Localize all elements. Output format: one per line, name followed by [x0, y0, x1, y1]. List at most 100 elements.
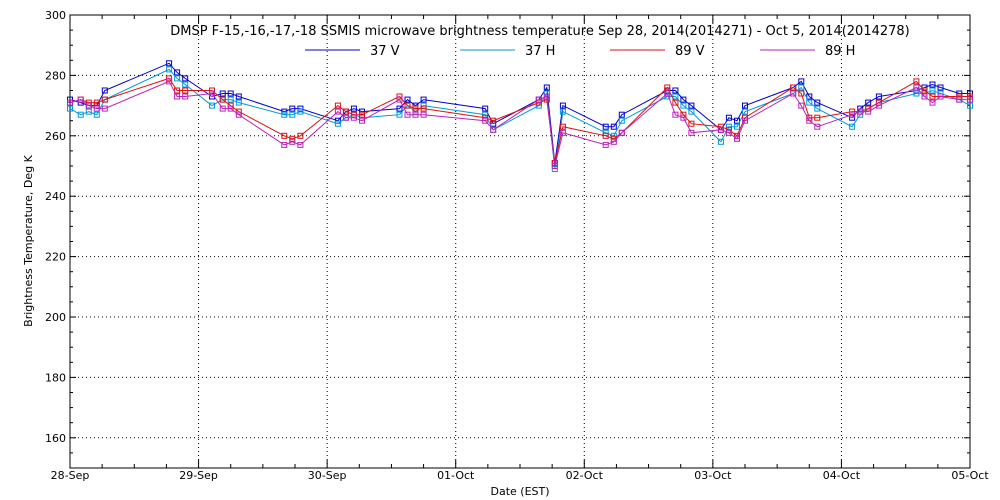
x-tick-label: 30-Sep	[308, 469, 347, 482]
data-point	[396, 96, 403, 103]
data-point	[672, 111, 679, 118]
data-point	[742, 102, 748, 109]
data-point	[849, 123, 856, 130]
data-point	[610, 123, 617, 130]
data-point	[297, 108, 304, 115]
data-point	[219, 90, 226, 97]
data-point	[174, 87, 181, 94]
data-point	[967, 102, 973, 109]
data-point	[664, 90, 671, 97]
data-point	[209, 102, 215, 109]
data-point	[281, 108, 288, 115]
data-point	[174, 93, 181, 100]
data-point	[725, 114, 732, 121]
data-point	[235, 111, 242, 118]
data-point	[929, 99, 936, 106]
data-point	[404, 111, 411, 118]
data-point	[359, 111, 365, 118]
data-point	[875, 93, 882, 100]
data-point	[182, 87, 189, 94]
data-point	[956, 93, 963, 100]
data-point	[865, 99, 872, 106]
data-point	[798, 78, 805, 85]
y-axis-label: Brightness Temperature, Deg K	[22, 154, 35, 326]
data-point	[281, 111, 288, 118]
data-point	[913, 90, 920, 97]
data-point	[420, 111, 427, 118]
data-point	[182, 81, 189, 88]
data-point	[680, 96, 687, 103]
data-point	[717, 126, 724, 133]
data-point	[77, 96, 84, 103]
data-point	[734, 117, 740, 124]
data-point	[93, 111, 100, 118]
data-point	[182, 93, 189, 100]
data-point	[688, 108, 695, 115]
data-point	[790, 84, 797, 91]
series-89-h	[67, 78, 973, 169]
data-point	[806, 93, 813, 100]
data-point	[535, 96, 542, 103]
data-point	[559, 108, 566, 115]
data-point	[680, 102, 687, 109]
x-tick-label: 04-Oct	[823, 469, 861, 482]
data-point	[412, 111, 419, 118]
data-point	[289, 138, 296, 145]
data-point	[688, 129, 695, 136]
data-point	[396, 105, 403, 112]
x-axis-label: Date (EST)	[490, 485, 549, 498]
data-point	[814, 123, 821, 130]
data-point	[281, 141, 288, 148]
data-point	[85, 102, 92, 109]
data-point	[672, 93, 679, 100]
data-point	[404, 102, 411, 109]
data-point	[235, 93, 242, 100]
y-tick-label: 240	[45, 190, 66, 203]
y-tick-label: 200	[45, 311, 66, 324]
data-point	[235, 99, 242, 106]
y-tick-label: 220	[45, 251, 66, 264]
data-point	[814, 99, 821, 106]
data-point	[680, 114, 687, 121]
data-point	[396, 93, 403, 100]
data-point	[937, 93, 944, 100]
y-tick-label: 280	[45, 69, 66, 82]
data-point	[857, 108, 864, 115]
data-point	[281, 132, 288, 139]
data-point	[289, 105, 296, 112]
data-point	[725, 129, 732, 136]
data-point	[67, 105, 73, 112]
data-point	[334, 120, 341, 127]
data-point	[602, 132, 609, 139]
legend-label: 89 H	[825, 44, 855, 59]
series-layer	[67, 60, 973, 172]
data-point	[688, 120, 695, 127]
y-tick-label: 160	[45, 432, 66, 445]
data-point	[814, 114, 821, 121]
data-point	[857, 111, 864, 118]
data-point	[875, 102, 882, 109]
x-tick-label: 02-Oct	[566, 469, 604, 482]
data-point	[725, 123, 732, 130]
data-point	[404, 96, 411, 103]
data-point	[717, 123, 724, 130]
x-tick-label: 05-Oct	[951, 469, 989, 482]
data-point	[798, 90, 805, 97]
data-point	[618, 129, 625, 136]
data-point	[849, 108, 856, 115]
data-point	[101, 87, 108, 94]
data-point	[359, 117, 365, 124]
data-point	[166, 78, 173, 85]
data-point	[297, 141, 304, 148]
data-point	[806, 117, 813, 124]
data-point	[618, 111, 625, 118]
data-point	[166, 60, 173, 67]
data-point	[967, 96, 973, 103]
data-point	[359, 108, 365, 115]
data-point	[664, 84, 671, 91]
data-point	[798, 84, 805, 91]
legend-item: 37 V	[305, 44, 400, 59]
data-point	[77, 111, 84, 118]
data-point	[482, 105, 489, 112]
data-point	[93, 99, 100, 106]
